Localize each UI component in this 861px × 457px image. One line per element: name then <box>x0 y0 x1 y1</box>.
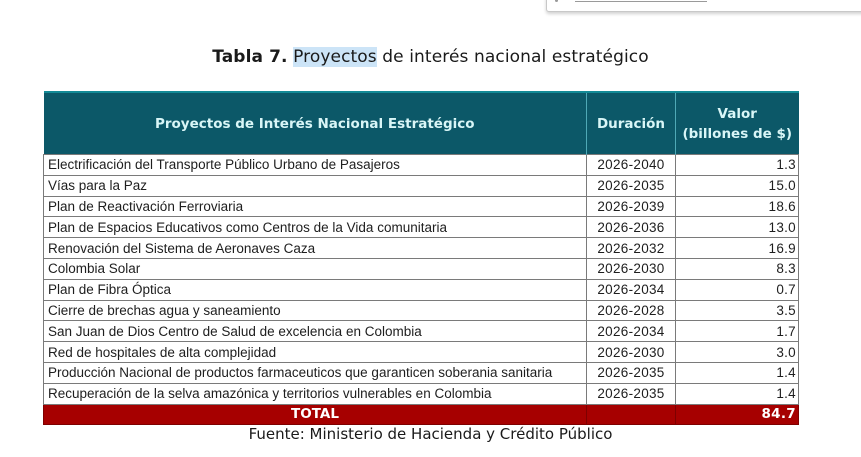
cell-duration: 2026-2036 <box>586 216 676 239</box>
cell-project: Vías para la Paz <box>43 174 587 197</box>
cell-duration: 2026-2032 <box>586 237 676 259</box>
cell-duration: 2026-2030 <box>586 341 676 363</box>
table-row: Recuperación de la selva amazónica y ter… <box>43 382 799 405</box>
cell-duration: 2026-2035 <box>586 382 676 405</box>
table-row: Plan de Fibra Óptica 2026-2034 0.7 <box>43 278 799 301</box>
divider-line <box>575 1 707 2</box>
cell-duration: 2026-2030 <box>586 257 676 280</box>
cell-duration: 2026-2039 <box>586 195 676 218</box>
total-duration <box>586 403 676 425</box>
table-row: Plan de Espacios Educativos como Centros… <box>43 216 799 239</box>
cell-project: Recuperación de la selva amazónica y ter… <box>43 382 587 405</box>
cell-duration: 2026-2040 <box>586 154 676 176</box>
cell-project: Electrificación del Transporte Público U… <box>43 154 587 176</box>
caption-rest: de interés nacional estratégico <box>376 47 649 67</box>
cell-project: Plan de Reactivación Ferroviaria <box>43 195 587 218</box>
header-duration: Duración <box>586 91 676 155</box>
header-value-line1: Valor <box>717 105 757 122</box>
cell-value: 1.4 <box>675 382 799 405</box>
cell-project: Producción Nacional de productos farmace… <box>43 361 587 384</box>
cell-project: Cierre de brechas agua y saneamiento <box>43 299 587 322</box>
cell-duration: 2026-2034 <box>586 278 676 301</box>
cell-project: Red de hospitales de alta complejidad <box>43 341 587 363</box>
cell-value: 3.5 <box>675 299 799 322</box>
cell-project: Renovación del Sistema de Aeronaves Caza <box>43 237 587 259</box>
cell-value: 13.0 <box>675 216 799 239</box>
table-row: Red de hospitales de alta complejidad 202… <box>43 341 799 363</box>
cell-value: 1.4 <box>675 361 799 384</box>
table-row: Cierre de brechas agua y saneamiento 2026… <box>43 299 799 322</box>
cell-project: Colombia Solar <box>43 257 587 280</box>
popup-window-edge <box>546 0 861 12</box>
bullet-icon <box>555 0 558 2</box>
cell-duration: 2026-2035 <box>586 361 676 384</box>
table-row: Producción Nacional de productos farmace… <box>43 361 799 384</box>
cell-value: 3.0 <box>675 341 799 363</box>
header-project: Proyectos de Interés Nacional Estratégic… <box>43 91 587 155</box>
table-caption: Tabla 7. Proyectos de interés nacional e… <box>0 47 861 67</box>
cell-value: 1.7 <box>675 320 799 343</box>
projects-table: Proyectos de Interés Nacional Estratégic… <box>43 91 799 425</box>
table-header-row: Proyectos de Interés Nacional Estratégic… <box>43 91 799 155</box>
cell-project: San Juan de Dios Centro de Salud de exce… <box>43 320 587 343</box>
header-value-line2: (billones de $) <box>682 125 793 142</box>
total-label: TOTAL <box>43 403 587 425</box>
caption-prefix: Tabla 7. <box>212 47 288 67</box>
cell-duration: 2026-2034 <box>586 320 676 343</box>
cell-value: 0.7 <box>675 278 799 301</box>
cell-project: Plan de Espacios Educativos como Centros… <box>43 216 587 239</box>
cell-value: 16.9 <box>675 237 799 259</box>
cell-duration: 2026-2035 <box>586 174 676 197</box>
cell-project: Plan de Fibra Óptica <box>43 278 587 301</box>
table-row: San Juan de Dios Centro de Salud de exce… <box>43 320 799 343</box>
caption-highlighted-word[interactable]: Proyectos <box>293 47 377 67</box>
cell-value: 1.3 <box>675 154 799 176</box>
cell-duration: 2026-2028 <box>586 299 676 322</box>
header-value: Valor (billones de $) <box>675 91 799 155</box>
table-row: Electrificación del Transporte Público U… <box>43 154 799 176</box>
table-row: Colombia Solar 2026-2030 8.3 <box>43 257 799 280</box>
table-row: Renovación del Sistema de Aeronaves Caza… <box>43 237 799 259</box>
source-note: Fuente: Ministerio de Hacienda y Crédito… <box>248 425 613 443</box>
table-row: Plan de Reactivación Ferroviaria 2026-203… <box>43 195 799 218</box>
cell-value: 8.3 <box>675 257 799 280</box>
total-value: 84.7 <box>675 403 799 425</box>
total-row: TOTAL 84.7 <box>43 403 799 425</box>
table-row: Vías para la Paz 2026-2035 15.0 <box>43 174 799 197</box>
cell-value: 18.6 <box>675 195 799 218</box>
cell-value: 15.0 <box>675 174 799 197</box>
